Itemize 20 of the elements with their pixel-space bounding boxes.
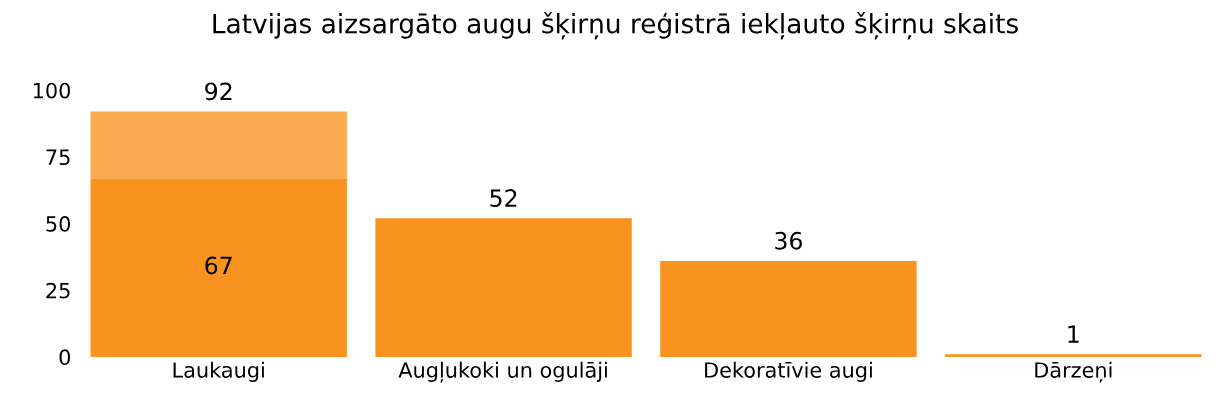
- y-tick-label: 0: [59, 349, 71, 366]
- data-label: 36: [775, 231, 802, 250]
- y-tick-label: 25: [46, 282, 70, 299]
- bar: [945, 354, 1202, 357]
- bar: [90, 111, 347, 179]
- x-tick-label: Dārzeņi: [1035, 361, 1112, 383]
- data-label: 67: [205, 256, 232, 275]
- total-label: 92: [205, 82, 232, 101]
- y-tick-label: 50: [46, 216, 71, 232]
- x-tick-label: Augļukoki un ogulāji: [398, 361, 607, 383]
- data-label: 1: [1068, 325, 1079, 343]
- x-tick-label: Dekoratīvie augi: [705, 361, 872, 382]
- y-tick-label: 75: [46, 149, 70, 166]
- bar: [660, 260, 917, 357]
- y-tick-label: 100: [33, 82, 71, 99]
- chart-title: Latvijas aizsargāto augu šķirņu reģistrā iekļauto šķirņu skaits: [213, 12, 1018, 40]
- bar: [375, 218, 632, 357]
- data-label: 52: [490, 189, 517, 207]
- bar: [90, 178, 347, 357]
- x-tick-label: Laukaugi: [173, 361, 264, 382]
